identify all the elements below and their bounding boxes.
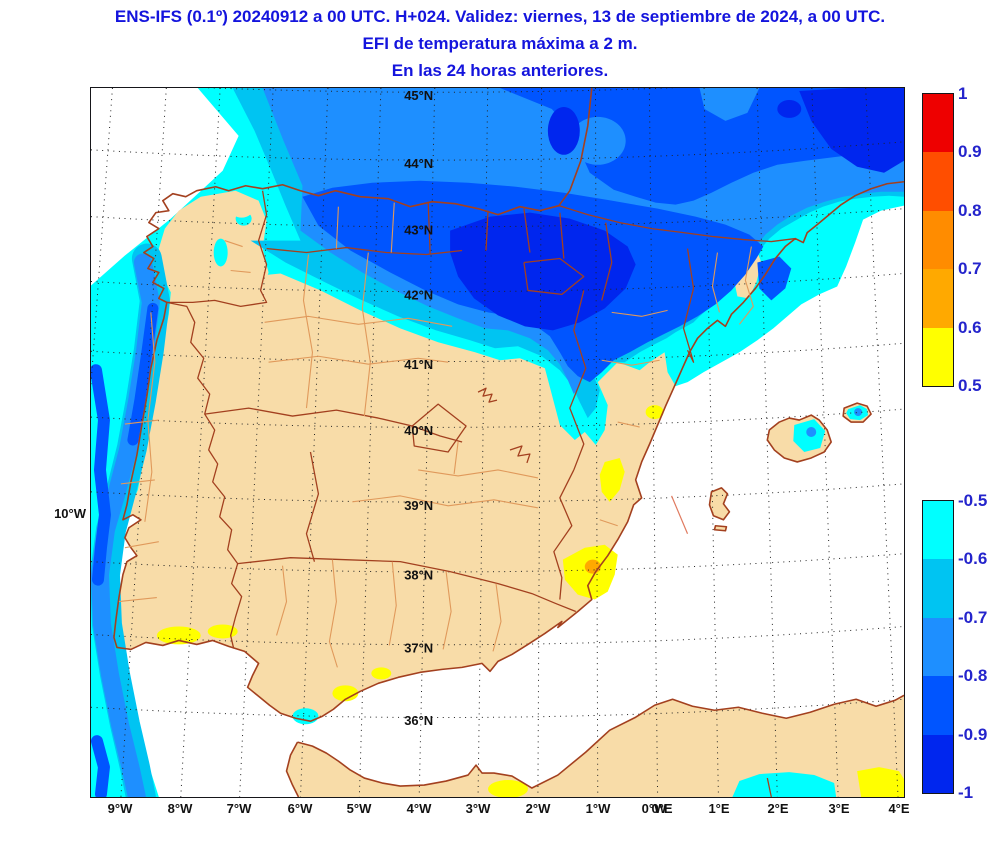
- lon-label-2w: 2°W: [525, 801, 551, 816]
- figure-title-line2: EFI de temperatura máxima a 2 m.: [362, 34, 638, 53]
- region-borders: [118, 190, 796, 797]
- weather-map: 45°N 44°N 43°N 42°N 41°N 40°N 39°N 38°N …: [90, 87, 905, 798]
- lat-label-43n: 43°N: [404, 223, 433, 238]
- colorbar-negative: [922, 500, 954, 794]
- colorbar-positive: [922, 93, 954, 387]
- colorbar-segment: [923, 617, 953, 677]
- lat-label-36n: 36°N: [404, 713, 433, 728]
- graticule-grid: [91, 88, 904, 797]
- colorbar-tick: 1: [958, 84, 968, 103]
- lat-label-39n: 39°N: [404, 498, 433, 513]
- colorbar-segment: [923, 152, 953, 211]
- lon-label-4e: 4°E: [888, 801, 910, 816]
- figure-title-line1: ENS-IFS (0.1º) 20240912 a 00 UTC. H+024.…: [114, 7, 886, 26]
- lon-label-9w: 9°W: [107, 801, 133, 816]
- lon-label-8w: 8°W: [167, 801, 193, 816]
- colorbar-tick: 0.7: [958, 259, 982, 278]
- lon-label-7w: 7°W: [226, 801, 252, 816]
- latitude-labels: 45°N 44°N 43°N 42°N 41°N 40°N 39°N 38°N …: [404, 88, 433, 728]
- colorbar-tick: -0.6: [958, 549, 988, 568]
- lat-label-38n: 38°N: [404, 568, 433, 583]
- colorbar-tick: 0.5: [958, 376, 982, 395]
- lon-label-10w: 10°W: [54, 506, 86, 521]
- lon-label-4w: 4°W: [406, 801, 432, 816]
- lat-label-45n: 45°N: [404, 88, 433, 103]
- lat-label-41n: 41°N: [404, 357, 433, 372]
- colorbar-segment: [923, 94, 953, 153]
- lon-label-0w: 0°W: [641, 801, 667, 816]
- lon-label-5w: 5°W: [346, 801, 372, 816]
- colorbar-tick: -0.9: [958, 725, 988, 744]
- colorbar-segment: [923, 210, 953, 270]
- coastlines: [113, 88, 904, 797]
- lon-label-3w: 3°W: [465, 801, 491, 816]
- figure-title-line3: En las 24 horas anteriores.: [391, 61, 609, 80]
- lon-label-1e: 1°E: [708, 801, 730, 816]
- lon-label-1w: 1°W: [585, 801, 611, 816]
- colorbar-tick: 0.9: [958, 142, 982, 161]
- lat-label-42n: 42°N: [404, 287, 433, 302]
- colorbar-tick: -0.5: [958, 491, 988, 510]
- colorbar-tick: -1: [958, 783, 974, 802]
- lat-label-44n: 44°N: [404, 156, 433, 171]
- colorbar-tick: 0.6: [958, 318, 982, 337]
- lon-label-0e: 0°E: [651, 801, 673, 816]
- colorbar-segment: [923, 734, 953, 794]
- lon-label-2e: 2°E: [767, 801, 789, 816]
- lat-label-40n: 40°N: [404, 423, 433, 438]
- lon-label-3e: 3°E: [828, 801, 850, 816]
- colorbar-segment: [923, 269, 953, 328]
- lon-label-6w: 6°W: [287, 801, 313, 816]
- colorbar-segment: [923, 676, 953, 735]
- colorbar-segment: [923, 327, 953, 387]
- efi-shaded-regions: [91, 88, 904, 797]
- lat-label-37n: 37°N: [404, 640, 433, 655]
- colorbar-tick: -0.8: [958, 666, 988, 685]
- colorbar-tick: 0.8: [958, 201, 982, 220]
- colorbar-segment: [923, 501, 953, 560]
- colorbar-segment: [923, 559, 953, 618]
- colorbar-tick: -0.7: [958, 608, 988, 627]
